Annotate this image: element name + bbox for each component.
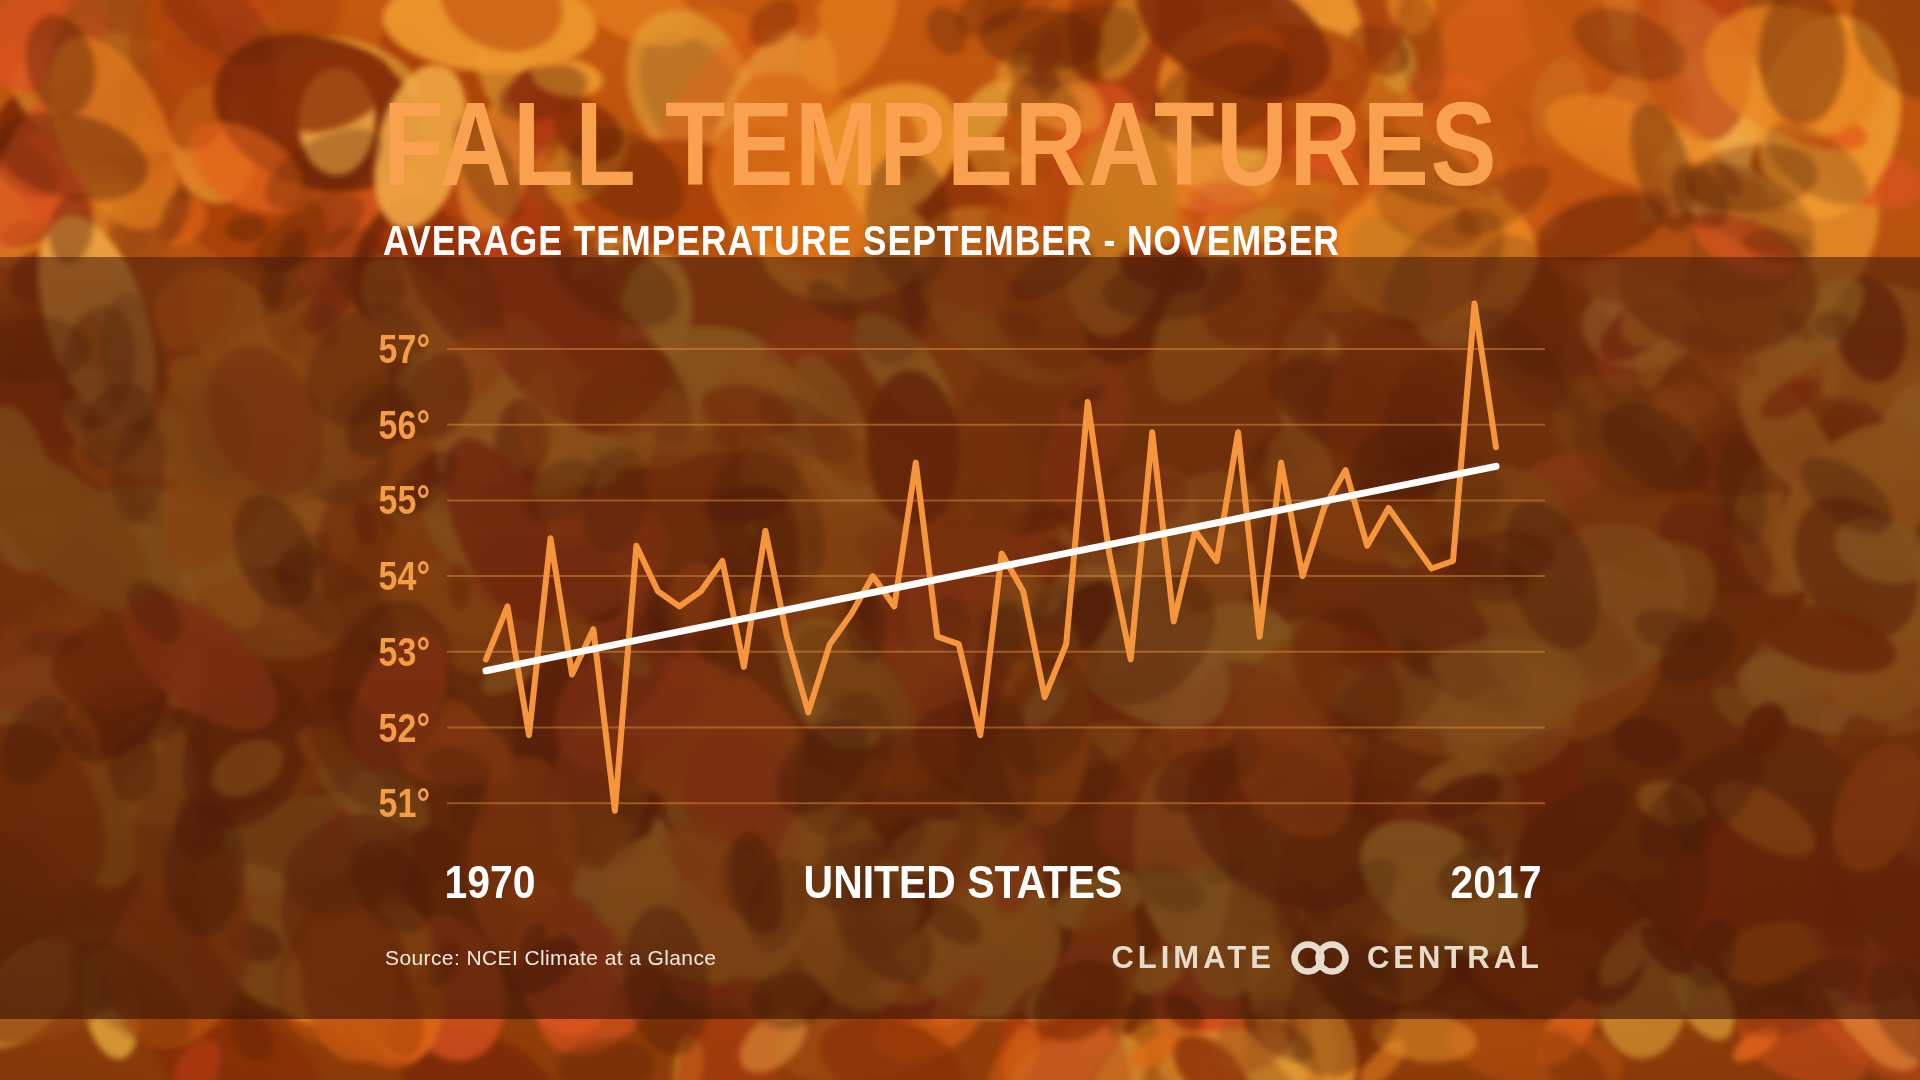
y-axis-tick-label: 51°: [345, 776, 430, 830]
fall-temperatures-infographic: 57° 56° 55° 54° 53° 52° 51° FALL TEMPERATURES …: [0, 0, 1920, 1080]
page-subtitle: AVERAGE TEMPERATURE SEPTEMBER - NOVEMBER: [383, 220, 1512, 262]
page-title: FALL TEMPERATURES: [383, 84, 1498, 204]
x-axis-end-year: 2017: [1409, 852, 1583, 912]
interlocking-circles-icon: [1288, 938, 1354, 978]
header: FALL TEMPERATURES AVERAGE TEMPERATURE SE…: [383, 84, 1711, 262]
temperature-line: [486, 304, 1496, 811]
y-axis-tick-label: 56°: [345, 398, 430, 452]
y-axis-tick-label: 54°: [345, 549, 430, 603]
y-axis-tick-label: 53°: [345, 625, 430, 679]
brand-word-climate: CLIMATE: [1111, 940, 1274, 976]
y-axis-tick-label: 52°: [345, 701, 430, 755]
climate-central-logo: CLIMATE CENTRAL: [1111, 938, 1543, 978]
y-axis-tick-label: 57°: [345, 322, 430, 376]
brand-word-central: CENTRAL: [1367, 940, 1543, 976]
region-label: UNITED STATES: [789, 852, 1137, 912]
x-axis-start-year: 1970: [403, 852, 577, 912]
y-axis-tick-label: 55°: [345, 473, 430, 527]
source-attribution: Source: NCEI Climate at a Glance: [385, 946, 716, 970]
